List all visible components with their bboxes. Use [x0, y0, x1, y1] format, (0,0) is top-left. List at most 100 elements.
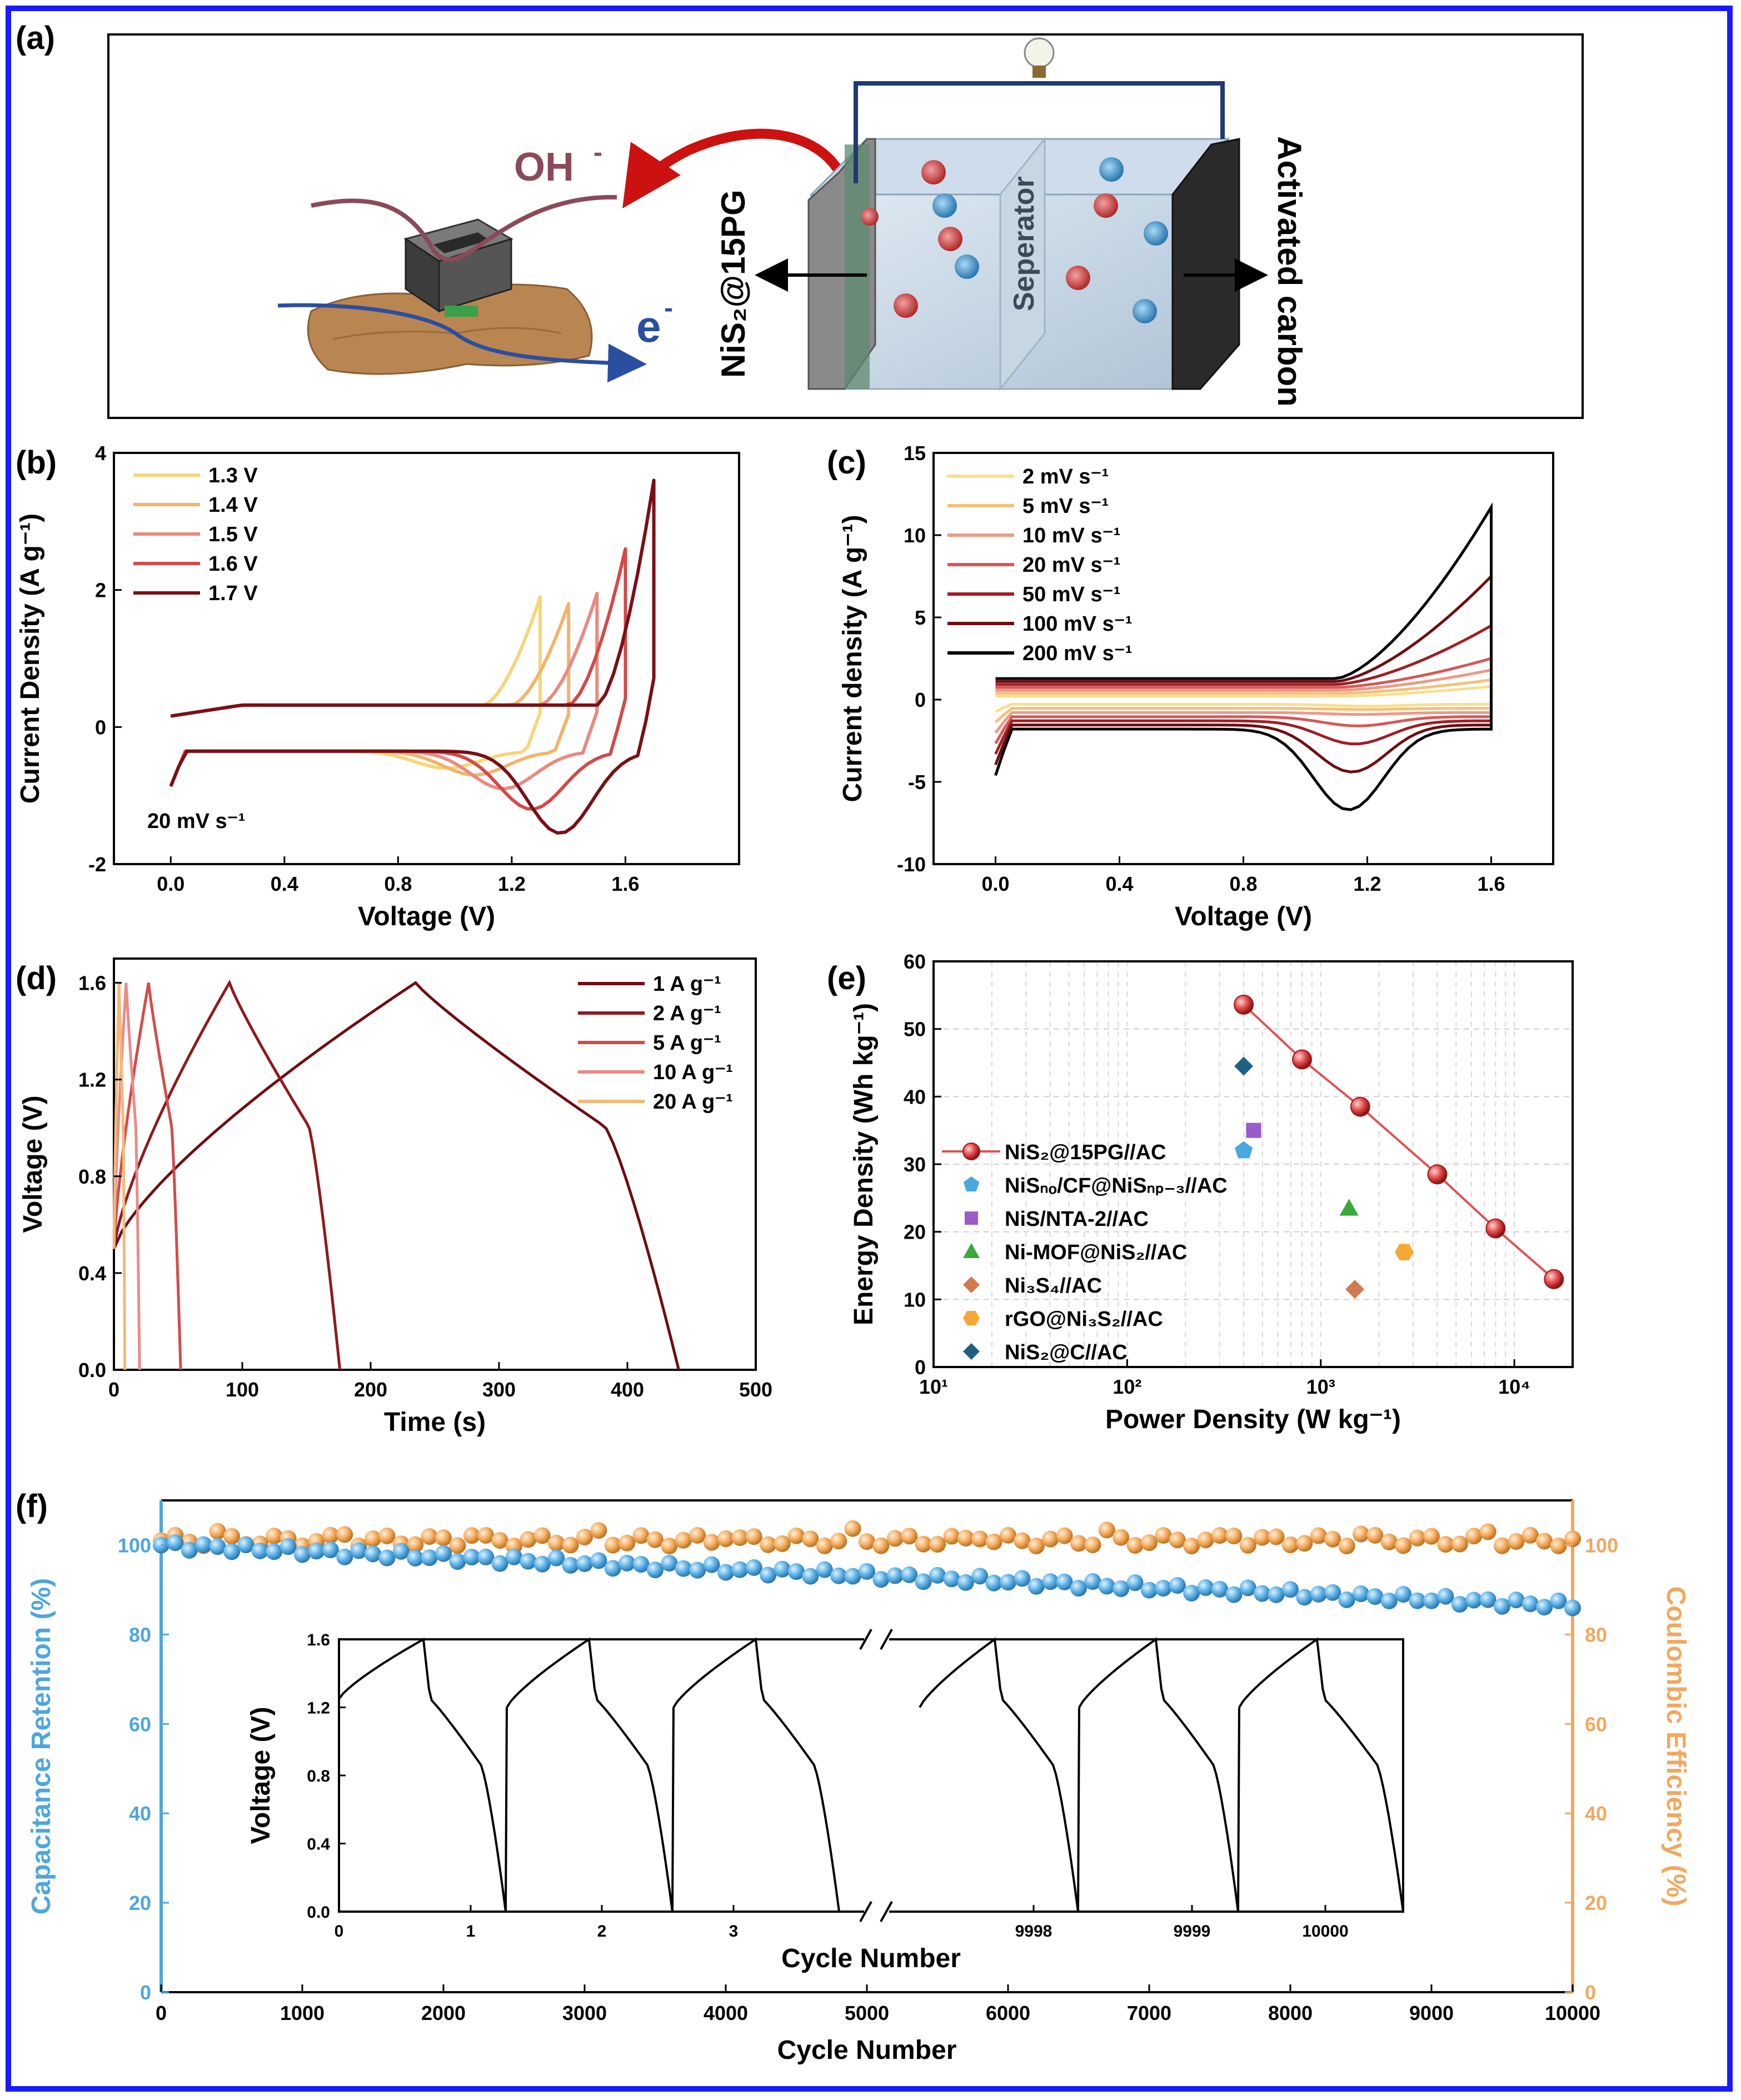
panel-f-xtick-label: 7000 — [1127, 2002, 1171, 2024]
panel-c-ytick-label: -10 — [897, 853, 926, 876]
panel-d-ytick-label: 1.6 — [78, 972, 106, 995]
panel-f-retention-point — [1380, 1592, 1398, 1609]
panel-f-inset-x-axis-title: Cycle Number — [781, 1944, 961, 1973]
panel-f-ce-point — [1437, 1536, 1454, 1553]
panel-f-retention-point — [760, 1567, 777, 1584]
panel-f-ce-point — [1324, 1530, 1341, 1548]
panel-d-legend-label: 5 A g⁻¹ — [653, 1031, 721, 1055]
panel-f-ce-point — [1479, 1523, 1496, 1540]
panel-d-gcd: 0 100 200 300 400 500 0.0 0.4 0.8 1.2 1.6 Time (s) V… — [18, 957, 772, 1437]
panel-f-retention-point — [237, 1537, 255, 1554]
ion-charge: - — [593, 138, 602, 167]
panel-b-ytick-label: -2 — [88, 853, 106, 876]
panel-b-xtick-label: 1.2 — [498, 872, 526, 895]
panel-f-retention-point — [971, 1568, 989, 1585]
panel-f-xtick-label: 2000 — [421, 2002, 466, 2024]
panel-c-xtick-label: 0.4 — [1105, 872, 1133, 895]
panel-f-retention-point — [1155, 1580, 1172, 1597]
panel-f-inset-break-bottom-gap — [864, 1901, 889, 1923]
panel-f-retention-point — [322, 1541, 339, 1558]
panel-f-ce-point — [647, 1531, 664, 1548]
panel-e-fit-line — [1243, 1004, 1555, 1280]
panel-f-retention-point — [1000, 1574, 1016, 1591]
panel-f-inset-xtick-label: 2 — [597, 1922, 607, 1941]
panel-e-point-2 — [1246, 1123, 1261, 1138]
panel-e-point-0 — [1350, 1096, 1370, 1117]
panel-label-e: (e) — [827, 960, 866, 996]
panel-e-x-axis-title: Power Density (W kg⁻¹) — [1105, 1405, 1401, 1434]
panel-f-ce-point — [1451, 1535, 1468, 1553]
panel-f-ce-point — [886, 1530, 904, 1547]
panel-f-retention-point — [181, 1542, 198, 1559]
panel-f-ce-point — [957, 1529, 974, 1547]
panel-e-xtick-label: 10¹ — [919, 1375, 948, 1398]
panel-e-point-0 — [1485, 1218, 1506, 1239]
panel-f-retention-point — [520, 1553, 537, 1570]
panel-c-legend-label: 50 mV s⁻¹ — [1022, 583, 1120, 606]
panel-f-inset-ytick-label: 1.6 — [307, 1631, 330, 1649]
panel-f-inset-xtick-label: 1 — [466, 1922, 476, 1941]
panel-f-retention-point — [1239, 1579, 1256, 1597]
panel-f-retention-point — [576, 1555, 593, 1572]
panel-f-right-ytick-label: 20 — [1585, 1892, 1607, 1914]
panel-f-retention-point — [1550, 1592, 1567, 1609]
panel-label-a: (a) — [16, 20, 55, 56]
panel-f-retention-point — [1324, 1584, 1341, 1601]
panel-f-retention-point — [1479, 1591, 1496, 1608]
electron-charge: - — [664, 293, 673, 323]
panel-d-ytick-label: 0.8 — [78, 1165, 106, 1188]
panel-f-inset-cycle — [1238, 1637, 1404, 1912]
panel-e-point-3 — [1339, 1199, 1359, 1216]
panel-f-inset-break-top-gap — [864, 1628, 889, 1650]
panel-f-retention-point — [1451, 1595, 1468, 1613]
panel-f-ce-point — [1366, 1527, 1384, 1544]
panel-f-ce-point — [1380, 1533, 1398, 1550]
panel-f-ce-point — [1169, 1532, 1186, 1549]
panel-f-retention-point — [915, 1573, 932, 1590]
panel-f-retention-point — [1027, 1578, 1045, 1595]
panel-e-legend-label: Ni₃S₄//AC — [1005, 1274, 1102, 1298]
panel-f-ce-point — [1084, 1536, 1101, 1553]
panel-f-ce-point — [421, 1528, 438, 1545]
panel-b-cv-voltage-window: 0.0 0.4 0.8 1.2 1.6 -2 0 2 4 Voltage (V) Current D… — [16, 442, 740, 931]
panel-f-ce-point — [1508, 1533, 1525, 1550]
panel-f-retention-point — [1366, 1588, 1384, 1605]
panel-b-legend-label: 1.5 V — [208, 523, 258, 546]
panel-b-x-axis-title: Voltage (V) — [358, 902, 495, 931]
panel-f-right-ytick-label: 0 — [1585, 1981, 1596, 2004]
panel-f-ce-point — [1014, 1532, 1031, 1549]
panel-f-retention-point — [632, 1555, 650, 1573]
panel-f-inset-recharge — [671, 1707, 675, 1912]
panel-f-retention-point — [1521, 1595, 1539, 1613]
panel-e-ytick-label: 60 — [904, 950, 926, 973]
panel-b-xtick-label: 1.6 — [611, 872, 639, 895]
panel-f-retention-point — [435, 1545, 452, 1562]
panel-f-retention-point — [463, 1548, 480, 1565]
panel-f-inset-xtick-label: 9999 — [1174, 1922, 1211, 1941]
panel-f-retention-point — [1423, 1592, 1440, 1609]
panel-f-xtick-label: 8000 — [1268, 2002, 1313, 2024]
panel-f-ce-point — [731, 1529, 749, 1547]
panel-c-ytick-label: 10 — [904, 524, 926, 547]
panel-f-retention-point — [477, 1548, 495, 1565]
panel-e-xtick-label: 10⁴ — [1498, 1375, 1530, 1398]
panel-f-xtick-label: 4000 — [704, 2002, 748, 2024]
panel-f-retention-point — [859, 1563, 875, 1580]
panel-f-retention-point — [294, 1546, 311, 1563]
panel-f-retention-point — [1338, 1591, 1355, 1608]
panel-d-xtick-label: 100 — [226, 1378, 259, 1401]
panel-e-y-axis-title: Energy Density (Wh kg⁻¹) — [849, 1003, 879, 1325]
panel-f-retention-point — [562, 1557, 579, 1574]
panel-f-retention-point — [506, 1548, 522, 1565]
panel-f-ce-point — [1225, 1528, 1243, 1545]
panel-b-axes-frame — [113, 452, 740, 865]
panel-f-xtick-label: 1000 — [280, 2002, 325, 2024]
panel-f-ce-point — [661, 1538, 678, 1555]
panel-f-inset-xtick-label: 0 — [335, 1922, 344, 1941]
figure-frame — [6, 6, 1733, 2092]
panel-f-retention-point — [886, 1567, 904, 1584]
panel-f-ce-point — [1338, 1537, 1355, 1554]
panel-f-retention-point — [1254, 1585, 1271, 1602]
panel-b-ytick-label: 4 — [95, 442, 106, 465]
